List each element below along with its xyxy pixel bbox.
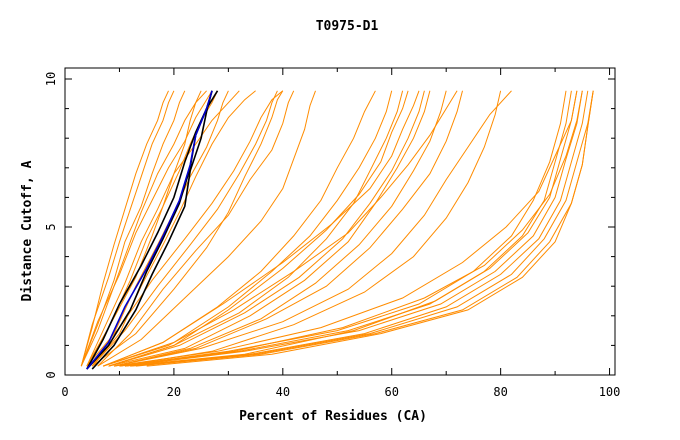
x-tick-label-100: 100 — [599, 385, 621, 399]
series-line-models-13 — [91, 90, 284, 367]
series-line-models-20 — [113, 90, 447, 367]
series-line-models-26 — [119, 90, 502, 367]
chart-title: T0975-D1 — [316, 19, 379, 34]
series-line-highlight_black-37 — [86, 90, 213, 370]
series-line-models-25 — [113, 90, 512, 367]
y-tick-label-10: 10 — [44, 72, 58, 86]
series-line-models-27 — [119, 90, 567, 367]
series-line-models-8 — [86, 90, 202, 367]
series-line-models-24 — [102, 90, 458, 367]
series-line-models-32 — [119, 90, 583, 367]
series-line-models-23 — [102, 90, 420, 367]
x-tick-label-60: 60 — [385, 385, 399, 399]
series-line-models-21 — [113, 90, 463, 367]
series-line-highlight_black-39 — [91, 90, 213, 370]
series-line-models-29 — [124, 90, 583, 367]
plot-frame — [64, 67, 616, 376]
x-tick-label-20: 20 — [167, 385, 181, 399]
series-line-models-5 — [86, 90, 240, 367]
y-axis-label: Distance Cutoff, A — [20, 160, 35, 301]
series-line-models-30 — [130, 90, 589, 367]
series-line-models-36 — [113, 90, 578, 367]
series-line-models-33 — [124, 90, 578, 367]
y-tick-label-5: 5 — [44, 223, 58, 230]
series-line-models-14 — [97, 90, 316, 367]
series-line-models-35 — [146, 90, 594, 367]
x-axis-label: Percent of Residues (CA) — [239, 409, 427, 424]
x-tick-label-80: 80 — [493, 385, 507, 399]
series-line-models-0 — [80, 90, 207, 367]
series-line-models-6 — [80, 90, 169, 367]
x-tick-label-0: 0 — [61, 385, 68, 399]
series-line-models-31 — [130, 90, 594, 367]
y-tick-label-0: 0 — [44, 371, 58, 378]
series-line-models-18 — [108, 90, 425, 367]
series-line-models-17 — [108, 90, 404, 367]
series-line-models-22 — [108, 90, 409, 367]
series-line-models-19 — [108, 90, 431, 367]
series-line-models-11 — [91, 90, 278, 367]
series-line-models-4 — [80, 90, 213, 367]
series-line-models-9 — [80, 90, 186, 367]
series-line-models-28 — [124, 90, 572, 367]
series-line-highlight_blue-40 — [86, 90, 213, 370]
series-line-models-12 — [86, 90, 284, 367]
series-line-models-10 — [97, 90, 295, 367]
x-tick-label-40: 40 — [276, 385, 290, 399]
series-line-models-2 — [80, 90, 175, 367]
plot-area — [80, 90, 594, 370]
axis-ticks: 0 20 40 60 80 100 0 5 10 — [44, 68, 620, 399]
series-line-models-16 — [102, 90, 393, 367]
